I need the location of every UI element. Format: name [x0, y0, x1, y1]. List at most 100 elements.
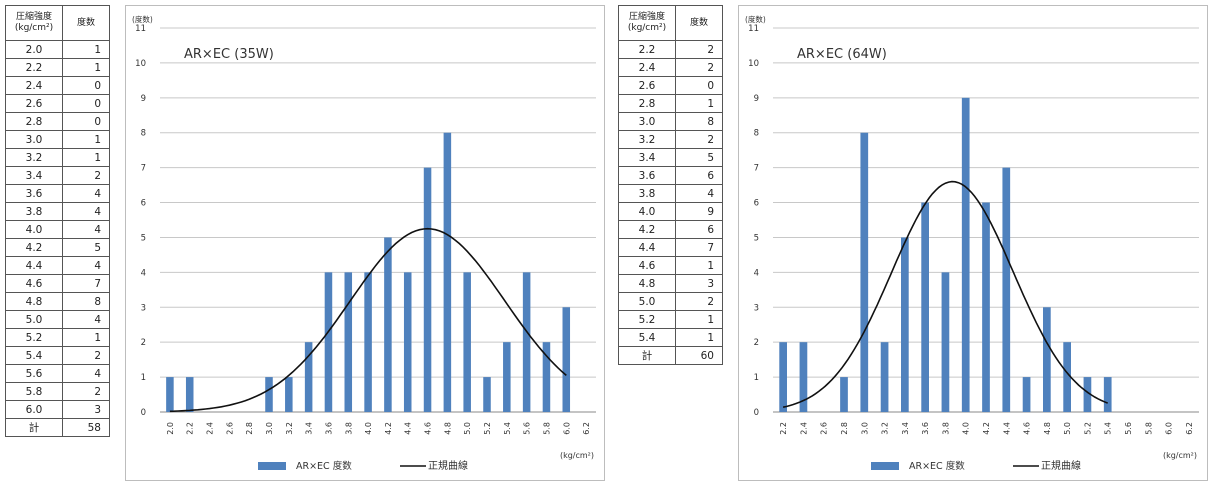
- x-tick-label: 2.8: [840, 422, 849, 435]
- table-row: 2.8 1: [618, 94, 723, 113]
- x-tick-label: 6.2: [1185, 422, 1194, 435]
- strength-cell: 2.8: [5, 112, 63, 131]
- strength-cell: 3.0: [618, 112, 676, 131]
- table-row: 4.2 5: [5, 238, 110, 257]
- strength-cell: 5.4: [618, 328, 676, 347]
- x-tick-label: 3.8: [941, 422, 950, 435]
- normal-curve-line: [782, 180, 1109, 408]
- frequency-table-35w: 圧縮強度 (kg/cm²) 度数 2.0 1 2.2 1 2.4 0 2.6 0 2.8 0 3.0 1…: [5, 5, 110, 437]
- bar: [860, 132, 869, 412]
- bar: [463, 272, 471, 412]
- frequency-cell: 5: [675, 148, 723, 167]
- bar: [166, 377, 174, 412]
- strength-cell: 5.2: [618, 310, 676, 329]
- bar: [840, 377, 848, 412]
- strength-header: 圧縮強度 (kg/cm²): [5, 5, 63, 41]
- x-tick-label: 2.6: [820, 422, 829, 435]
- strength-cell: 2.8: [618, 94, 676, 113]
- table-row: 5.2 1: [5, 328, 110, 347]
- frequency-cell: 4: [62, 184, 110, 203]
- legend-bar-swatch: [871, 462, 899, 470]
- y-tick-label: 10: [135, 59, 146, 69]
- x-tick-label: 3.6: [324, 422, 333, 435]
- frequency-cell: 3: [675, 274, 723, 293]
- y-tick-label: 4: [141, 268, 146, 278]
- strength-cell: 4.0: [618, 202, 676, 221]
- bar: [403, 272, 412, 412]
- strength-cell: 4.0: [5, 220, 63, 239]
- strength-cell: 3.6: [5, 184, 63, 203]
- frequency-cell: 2: [675, 58, 723, 77]
- strength-cell: 5.8: [5, 382, 63, 401]
- bar: [542, 342, 551, 412]
- chart-title: AR×EC (64W): [797, 47, 887, 62]
- bar: [185, 377, 194, 412]
- strength-cell: 4.2: [5, 238, 63, 257]
- table-row: 2.4 0: [5, 76, 110, 95]
- table-row: 4.8 8: [5, 292, 110, 311]
- strength-cell: 4.8: [5, 292, 63, 311]
- x-tick-label: 3.0: [265, 422, 274, 435]
- y-tick-label: 1: [754, 373, 759, 383]
- x-tick-label: 4.8: [443, 422, 452, 435]
- histogram-35w: 0 1 2 3 4 5 6 7 8 9 10 11(度数) AR×EC (35W) 2.0 2.2 2.4 2.…: [132, 14, 596, 472]
- x-tick-label: 6.0: [562, 422, 571, 435]
- y-tick-label: 1: [141, 373, 146, 383]
- total-value: 60: [675, 346, 723, 365]
- bar: [483, 377, 491, 412]
- legend-bar-swatch: [258, 462, 286, 470]
- frequency-header: 度数: [675, 5, 723, 41]
- frequency-cell: 6: [675, 166, 723, 185]
- x-tick-label: 5.2: [483, 422, 492, 435]
- table-row: 4.6 1: [618, 256, 723, 275]
- x-tick-label: 3.2: [881, 422, 890, 435]
- x-tick-label: 5.0: [1063, 422, 1072, 435]
- x-tick-label: 3.8: [344, 422, 353, 435]
- x-tick-label: 4.0: [364, 422, 373, 435]
- y-tick-label: 7: [141, 164, 146, 174]
- frequency-cell: 5: [62, 238, 110, 257]
- table-row: 2.6 0: [618, 76, 723, 95]
- x-tick-label: 5.6: [523, 422, 532, 435]
- x-tick-label: 2.8: [245, 422, 254, 435]
- total-row: 計 58: [5, 418, 110, 437]
- y-tick-label: 2: [141, 338, 146, 348]
- y-axis-label: (度数): [132, 14, 153, 24]
- strength-cell: 4.8: [618, 274, 676, 293]
- frequency-cell: 1: [675, 94, 723, 113]
- strength-cell: 5.6: [5, 364, 63, 383]
- y-tick-label: 2: [754, 338, 759, 348]
- frequency-cell: 0: [62, 76, 110, 95]
- normal-curve-line: [169, 227, 567, 413]
- table-row: 2.0 1: [5, 40, 110, 59]
- table-row: 4.4 4: [5, 256, 110, 275]
- frequency-cell: 0: [675, 76, 723, 95]
- y-axis-label: (度数): [745, 14, 766, 24]
- bar: [921, 202, 929, 412]
- frequency-cell: 2: [675, 292, 723, 311]
- table-row: 5.4 2: [5, 346, 110, 365]
- x-tick-label: 4.8: [1043, 422, 1052, 435]
- table-row: 2.2 2: [618, 40, 723, 59]
- frequency-cell: 1: [62, 148, 110, 167]
- bar: [1002, 167, 1011, 412]
- table-row: 3.6 6: [618, 166, 723, 185]
- frequency-cell: 4: [62, 256, 110, 275]
- y-tick-label: 0: [141, 408, 146, 418]
- bar: [1043, 307, 1051, 412]
- table-row: 3.6 4: [5, 184, 110, 203]
- y-tick-label: 8: [754, 129, 759, 139]
- y-tick-label: 9: [141, 94, 146, 104]
- x-tick-label: 4.4: [1002, 422, 1011, 435]
- strength-cell: 3.8: [618, 184, 676, 203]
- strength-cell: 2.0: [5, 40, 63, 59]
- y-tick-label: 11: [135, 24, 146, 34]
- x-tick-label: 2.0: [166, 422, 175, 435]
- table-row: 2.4 2: [618, 58, 723, 77]
- y-tick-label: 6: [141, 199, 146, 209]
- legend-line-label: 正規曲線: [1041, 459, 1081, 472]
- x-tick-label: 4.2: [384, 422, 393, 435]
- table-row: 3.8 4: [618, 184, 723, 203]
- x-tick-label: 3.4: [901, 422, 910, 435]
- y-tick-label: 5: [754, 233, 759, 243]
